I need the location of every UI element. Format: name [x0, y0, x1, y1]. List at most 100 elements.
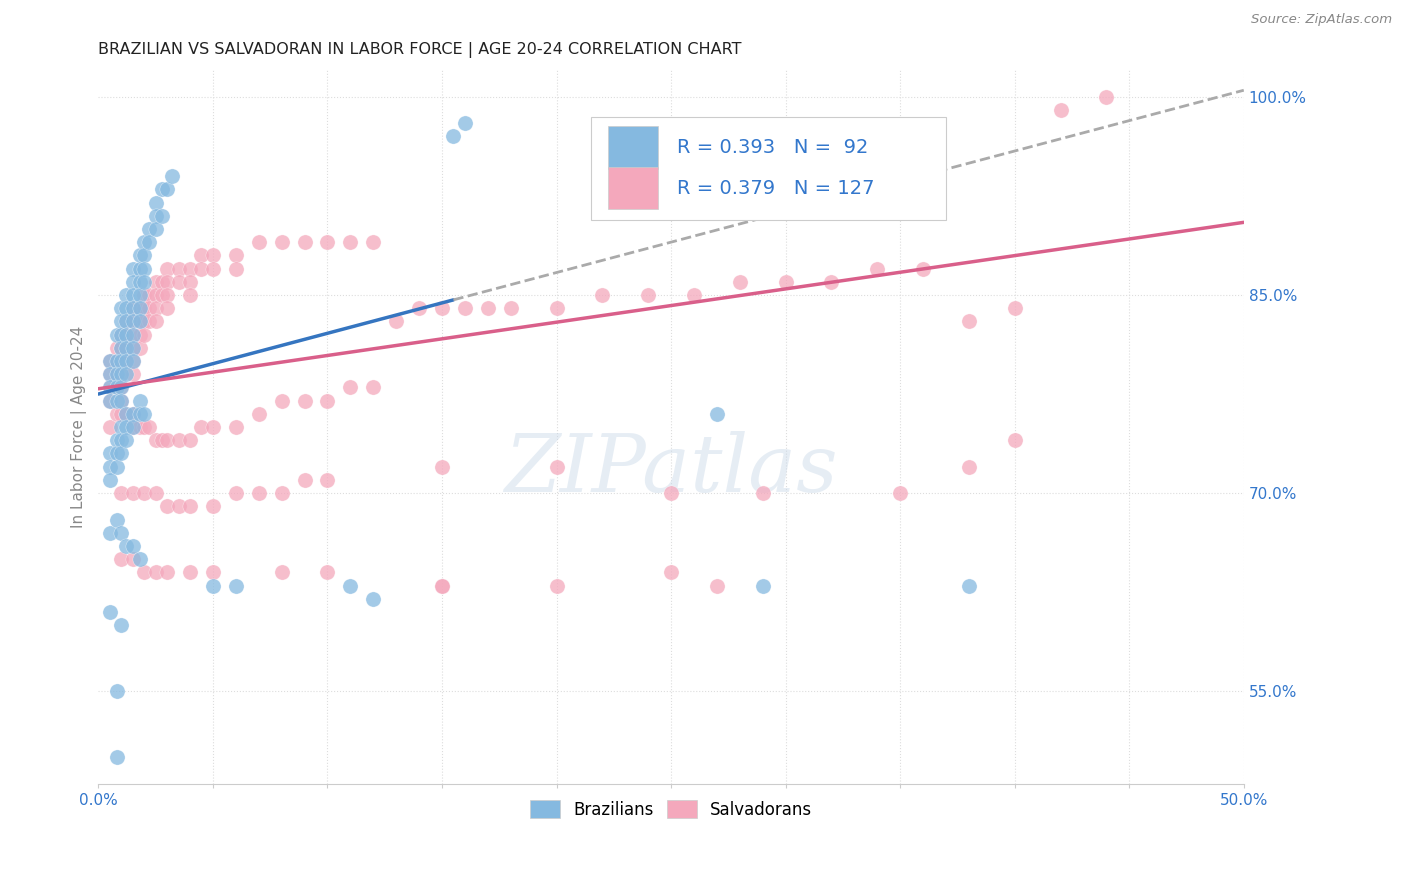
Point	[98, 368, 121, 382]
Point	[105, 380, 128, 394]
Point	[134, 301, 156, 316]
Point	[138, 235, 160, 249]
Point	[152, 288, 174, 302]
Point	[134, 420, 156, 434]
Point	[105, 407, 128, 421]
Point	[121, 327, 143, 342]
Point	[156, 275, 179, 289]
Point	[134, 248, 156, 262]
Point	[134, 566, 156, 580]
Point	[105, 446, 128, 460]
Point	[706, 578, 728, 592]
Point	[121, 420, 143, 434]
Point	[201, 248, 224, 262]
Point	[110, 341, 132, 355]
Point	[270, 566, 292, 580]
Point	[121, 420, 143, 434]
Point	[98, 380, 121, 394]
Point	[110, 552, 132, 566]
Point	[361, 380, 384, 394]
Point	[499, 301, 522, 316]
Point	[128, 393, 150, 408]
Point	[98, 380, 121, 394]
Point	[339, 235, 361, 249]
Point	[121, 341, 143, 355]
Point	[98, 368, 121, 382]
Point	[316, 566, 339, 580]
Point	[145, 209, 167, 223]
Point	[121, 314, 143, 328]
Point	[160, 169, 183, 183]
Point	[110, 354, 132, 368]
Point	[115, 301, 138, 316]
Point	[591, 288, 613, 302]
Point	[145, 314, 167, 328]
Point	[105, 368, 128, 382]
Point	[110, 380, 132, 394]
Point	[167, 261, 190, 276]
Point	[98, 354, 121, 368]
Text: ZIPatlas: ZIPatlas	[505, 431, 838, 508]
Point	[247, 486, 270, 500]
Point	[190, 420, 212, 434]
Point	[775, 275, 797, 289]
Point	[128, 301, 150, 316]
Point	[105, 434, 128, 448]
Point	[683, 288, 706, 302]
Point	[105, 341, 128, 355]
Point	[121, 341, 143, 355]
Point	[138, 222, 160, 236]
Point	[110, 434, 132, 448]
Point	[430, 301, 453, 316]
Legend: Brazilians, Salvadorans: Brazilians, Salvadorans	[523, 794, 818, 825]
Point	[134, 275, 156, 289]
Point	[134, 486, 156, 500]
Point	[134, 314, 156, 328]
Point	[190, 261, 212, 276]
Point	[957, 459, 980, 474]
FancyBboxPatch shape	[607, 127, 658, 169]
Point	[115, 341, 138, 355]
Point	[179, 566, 201, 580]
Point	[247, 407, 270, 421]
Point	[128, 420, 150, 434]
Point	[225, 248, 247, 262]
Point	[546, 301, 568, 316]
Point	[546, 459, 568, 474]
Point	[121, 368, 143, 382]
Point	[145, 434, 167, 448]
Point	[156, 500, 179, 514]
Point	[128, 314, 150, 328]
Point	[121, 275, 143, 289]
Point	[115, 420, 138, 434]
Point	[110, 314, 132, 328]
Point	[138, 301, 160, 316]
Point	[134, 407, 156, 421]
Point	[121, 354, 143, 368]
Point	[98, 459, 121, 474]
Point	[128, 314, 150, 328]
Point	[115, 407, 138, 421]
Point	[105, 393, 128, 408]
Point	[156, 434, 179, 448]
Point	[145, 301, 167, 316]
Point	[134, 261, 156, 276]
Point	[115, 368, 138, 382]
Text: Source: ZipAtlas.com: Source: ZipAtlas.com	[1251, 13, 1392, 27]
Point	[110, 407, 132, 421]
Point	[430, 459, 453, 474]
Point	[128, 248, 150, 262]
Point	[225, 420, 247, 434]
Point	[145, 222, 167, 236]
Point	[115, 354, 138, 368]
Point	[294, 473, 316, 487]
Point	[128, 261, 150, 276]
Point	[128, 327, 150, 342]
Point	[454, 301, 477, 316]
Text: R = 0.393   N =  92: R = 0.393 N = 92	[676, 138, 868, 157]
Point	[957, 314, 980, 328]
Point	[121, 288, 143, 302]
Point	[1004, 301, 1026, 316]
Point	[361, 591, 384, 606]
Point	[1004, 434, 1026, 448]
